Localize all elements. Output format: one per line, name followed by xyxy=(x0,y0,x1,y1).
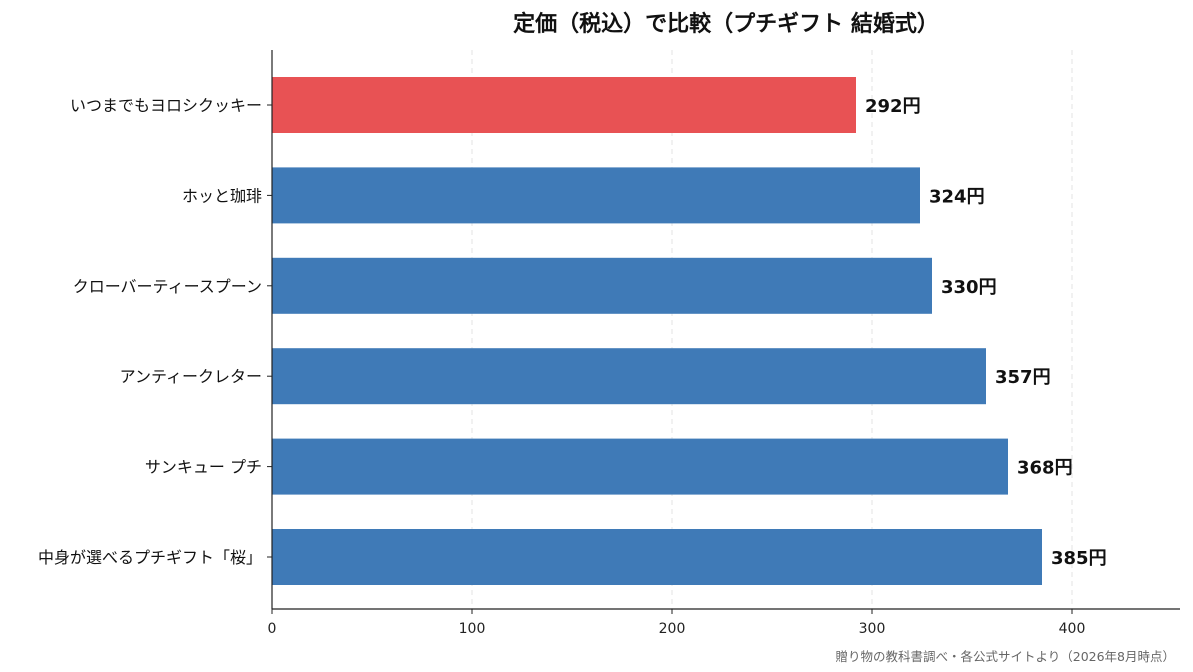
bar xyxy=(272,257,932,314)
bar xyxy=(272,167,920,224)
x-tick-label: 100 xyxy=(459,621,486,637)
bar-value-label: 330円 xyxy=(941,277,997,298)
bar-value-label: 368円 xyxy=(1017,458,1073,479)
x-tick-label: 400 xyxy=(1059,621,1086,637)
bar-value-label: 324円 xyxy=(929,186,985,207)
bar xyxy=(272,348,986,405)
category-label: いつまでもヨロシクッキー xyxy=(70,96,262,115)
category-label: サンキュー プチ xyxy=(145,458,262,477)
bar xyxy=(272,529,1042,585)
chart-title: 定価（税込）で比較（プチギフト 結婚式） xyxy=(513,12,939,37)
category-label: アンティークレター xyxy=(120,367,262,386)
category-label: クローバーティースプーン xyxy=(73,277,262,296)
bars: 292円 324円 330円 357円 368円 385円 xyxy=(272,77,1107,585)
source-note: 贈り物の教科書調べ・各公式サイトより（2026年8月時点） xyxy=(835,649,1175,664)
bar-value-label: 357円 xyxy=(995,367,1051,388)
bar xyxy=(272,77,856,133)
x-tick-label: 300 xyxy=(859,621,886,637)
bar-value-label: 385円 xyxy=(1051,548,1107,569)
gridlines xyxy=(471,50,1073,609)
category-label: ホッと珈琲 xyxy=(182,186,262,205)
axes: 0 100 200 300 400 いつまでもヨロシクッキーホッと珈琲クローバーティースプ… xyxy=(38,50,1180,637)
x-tick-label: 200 xyxy=(659,621,686,637)
bar-value-label: 292円 xyxy=(865,96,921,117)
bar xyxy=(272,438,1008,495)
category-label: 中身が選べるプチギフト「桜」 xyxy=(38,548,262,567)
x-tick-label: 0 xyxy=(268,621,277,637)
